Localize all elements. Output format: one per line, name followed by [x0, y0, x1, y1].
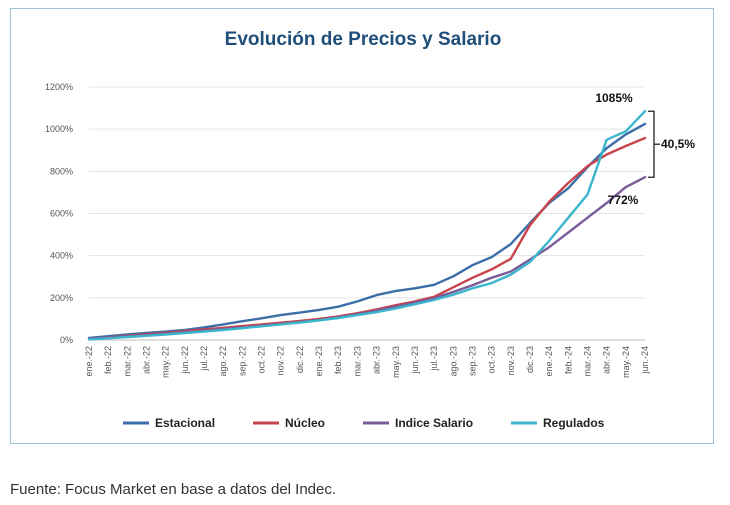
x-tick-label: feb.-24: [563, 346, 573, 374]
line-chart: 0% 200% 400% 600% 800% 1000% 1200% ene.-22 feb.-…: [45, 82, 695, 430]
x-tick-label: ago.-22: [218, 346, 228, 377]
x-tick-label: mar.-23: [352, 346, 362, 377]
legend-label-estacional: Estacional: [155, 416, 215, 430]
x-tick-label: may.-22: [161, 346, 171, 378]
series-line-estacional: [87, 122, 647, 340]
x-tick-label: nov.-22: [276, 346, 286, 375]
chart-frame: Evolución de Precios y Salario 0% 200% 400…: [10, 8, 714, 444]
x-tick-label: jul.-22: [199, 346, 209, 372]
y-tick-label: 1000%: [45, 124, 73, 134]
x-tick-label: abr.-22: [142, 346, 152, 374]
x-tick-label: sep.-23: [467, 346, 477, 376]
x-tick-label: dic.-22: [295, 346, 305, 373]
annotation-max-label: 1085%: [595, 91, 633, 105]
x-tick-label: dic.-23: [525, 346, 535, 373]
x-tick-label: may.-23: [391, 346, 401, 378]
x-tick-label: may.-24: [621, 346, 631, 378]
x-tick-label: abr.-23: [372, 346, 382, 374]
x-tick-label: oct.-23: [487, 346, 497, 374]
legend-label-nucleo: Núcleo: [285, 416, 325, 430]
y-tick-label: 200%: [50, 293, 73, 303]
legend-label-regulados: Regulados: [543, 416, 605, 430]
x-tick-label: jul.-23: [429, 346, 439, 372]
y-tick-label: 800%: [50, 166, 73, 176]
annotation-gap-label: 40,5%: [661, 137, 695, 151]
chart-title: Evolución de Precios y Salario: [224, 29, 502, 50]
annotation-salary-label: 772%: [608, 193, 639, 207]
x-tick-label: jun.-24: [640, 346, 650, 375]
x-tick-label: jun.-23: [410, 346, 420, 375]
y-tick-label: 600%: [50, 209, 73, 219]
gap-bracket: [648, 110, 655, 178]
x-tick-label: mar.-22: [122, 346, 132, 377]
y-tick-label: 400%: [50, 251, 73, 261]
x-tick-label: ene.-23: [314, 346, 324, 377]
y-tick-label: 1200%: [45, 82, 73, 92]
y-tick-label: 0%: [60, 335, 73, 345]
x-tick-label: abr.-24: [602, 346, 612, 374]
x-tick-label: sep.-22: [237, 346, 247, 376]
x-tick-label: feb.-22: [103, 346, 113, 374]
x-tick-label: oct.-22: [257, 346, 267, 374]
series-line-regulados: [87, 109, 647, 341]
x-tick-label: jun.-22: [180, 346, 190, 375]
x-tick-label: mar.-24: [582, 346, 592, 377]
x-tick-label: nov.-23: [506, 346, 516, 375]
x-tick-label: feb.-23: [333, 346, 343, 374]
x-tick-label: ene.-24: [544, 346, 554, 377]
x-tick-label: ene.-22: [84, 346, 94, 377]
source-caption: Fuente: Focus Market en base a datos del…: [10, 481, 337, 498]
x-tick-label: ago.-23: [448, 346, 458, 377]
legend-label-indice-salario: Indice Salario: [395, 416, 473, 430]
